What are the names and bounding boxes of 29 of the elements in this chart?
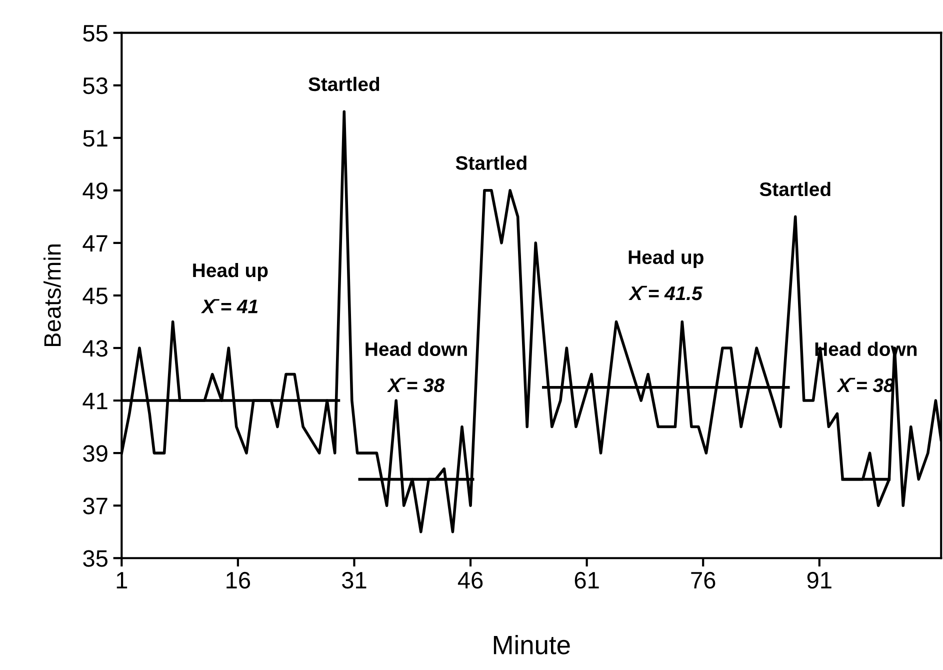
x-tick-label: 16 [226,572,250,589]
x-tick-label: 46 [458,572,483,589]
annotation: X̄ = 38 [386,378,445,392]
y-tick-label: 47 [82,235,108,252]
y-tick-label: 53 [83,77,108,94]
y-axis-title: Beats/min [44,244,61,346]
x-tick-label: 31 [342,572,366,589]
y-tick-label: 35 [83,550,108,567]
y-tick-label: 45 [82,288,108,304]
x-tick-label: 76 [691,572,716,589]
y-tick-label: 43 [82,340,108,357]
y-tick-label: 51 [83,130,108,147]
annotation: Startled [456,156,526,170]
x-axis-title: Minute [494,634,570,654]
annotation: X̄ = 41 [200,299,258,314]
annotation: Head up [628,250,704,268]
annotation: Head down [366,342,467,356]
annotation: Startled [308,76,380,92]
annotation: Head up [193,262,268,282]
y-tick-label: 55 [83,25,108,42]
x-tick-label: 91 [807,572,832,589]
y-tick-label: 37 [83,498,108,514]
x-tick-label: 61 [574,572,599,589]
x-tick-label: 1 [116,572,128,588]
annotation: X̄ = 41.5 [628,286,703,300]
annotation: Startled [760,182,830,196]
y-tick-label: 41 [82,392,108,410]
y-tick-label: 39 [83,445,108,462]
y-tick-label: 49 [82,182,108,200]
